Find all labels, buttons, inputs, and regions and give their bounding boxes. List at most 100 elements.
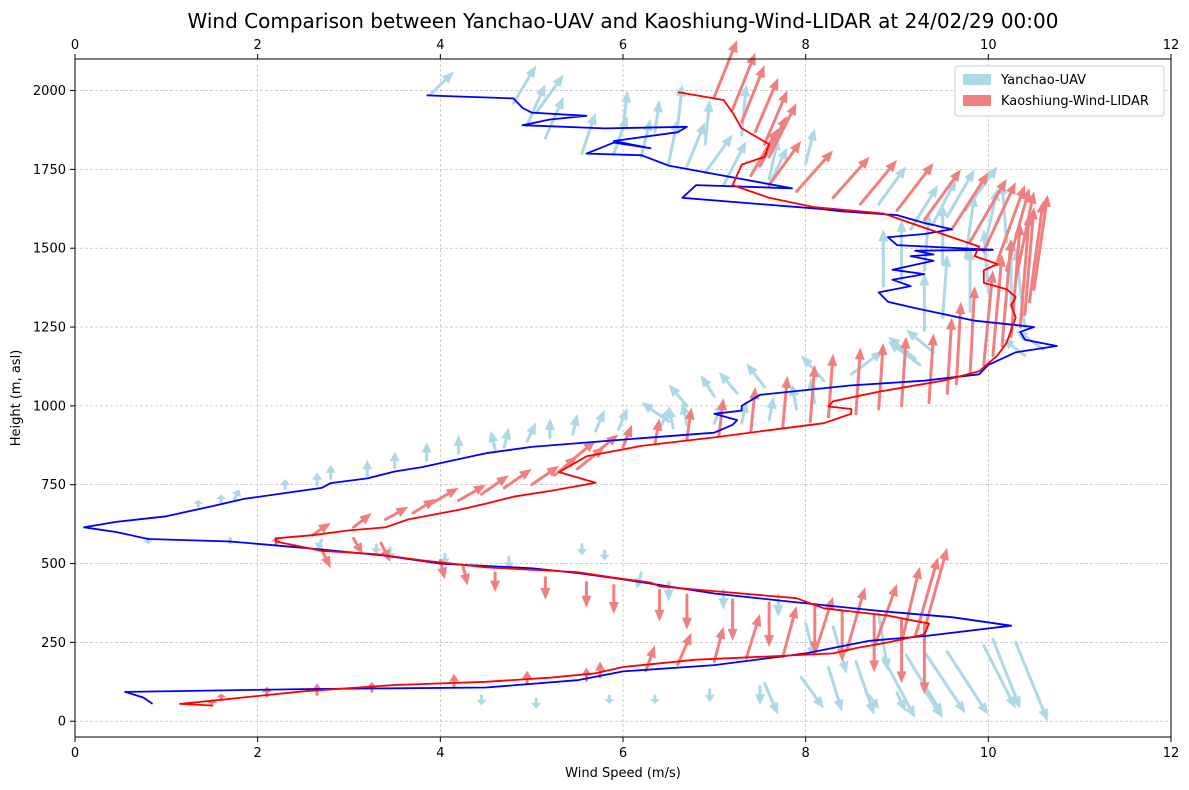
uav-arrow [666,405,676,430]
lidar-arrow-head [473,484,486,496]
uav-arrow-head [389,451,400,462]
lidar-arrow-shaft [753,87,776,134]
lidar-arrow [982,270,997,367]
uav-arrow-head [621,90,632,104]
lidar-arrow-head [652,418,663,432]
lidar-arrow-head [986,270,997,283]
lidar-arrow [781,375,792,428]
uav-arrow [576,543,587,556]
lidar-arrow [895,163,934,212]
uav-arrow [965,248,976,313]
uav-arrow-head [439,558,450,566]
uav-arrow [878,229,889,288]
uav-arrow [721,140,747,187]
lidar-arrow-shaft [502,474,524,490]
lidar-arrow-head [969,286,980,299]
lidar-arrow-shaft [744,623,758,660]
uav-arrow [827,666,844,712]
lidar-arrow-head [995,254,1006,267]
uav-arrow-head [895,166,907,179]
uav-arrow-shaft [767,406,773,422]
uav-arrow-shaft [896,346,922,367]
lidar-arrow-head [395,506,409,517]
uav-arrow-head [965,248,976,261]
lidar-arrow [982,181,1016,253]
lidar-arrow-shaft [594,440,611,455]
uav-arrow-head [663,590,674,602]
uav-arrow-shaft [767,148,778,181]
uav-arrow [534,74,564,115]
lidar-arrow-head [318,522,331,534]
lidar-arrow-head [955,301,966,315]
lidar-arrow-shaft [749,397,756,433]
uav-arrow [488,430,499,451]
lidar-arrow-head [927,333,938,346]
uav-arrow-shaft [1010,343,1027,357]
lidar-arrow [490,571,501,592]
uav-arrow-head [919,273,930,286]
lidar-arrow [1032,194,1051,291]
chart-title: Wind Comparison between Yanchao-UAV and … [188,9,1059,33]
lidar-arrow [522,670,533,685]
uav-arrow [789,383,800,411]
uav-arrow [604,694,615,704]
uav-arrow [668,384,689,408]
lidar-arrow [530,465,560,487]
uav-arrow [389,451,400,469]
lidar-arrow [457,484,486,502]
uav-arrow-shaft [799,675,819,701]
uav-arrow-head [766,396,777,410]
uav-arrow-head [964,169,975,183]
lidar-arrow [429,487,459,506]
uav-arrow-head [838,661,849,674]
uav-arrow [945,650,989,715]
uav-arrow-head [1038,708,1048,722]
uav-arrow-head [569,413,580,427]
lidar-arrow-head [546,465,560,477]
legend: Yanchao-UAV Kaoshiung-Wind-LIDAR [954,65,1165,117]
y-tick-label: 1750 [33,163,66,178]
uav-arrow-head [736,140,747,154]
lidar-arrow [896,618,907,684]
uav-arrow [804,128,817,165]
uav-arrow [312,472,323,487]
uav-arrow-head [986,166,998,179]
lidar-arrow [877,342,888,411]
lidar-arrow-shaft [950,181,984,231]
lidar-arrow-head [919,682,930,695]
uav-arrow [932,178,957,225]
uav-arrow-shaft [525,431,533,443]
x-tick-label-bottom: 10 [980,746,997,761]
lidar-arrow-head [518,468,532,480]
lidar-arrow-head [522,670,533,679]
uav-arrow-shaft [854,659,872,706]
uav-arrow [703,99,714,146]
uav-arrow-head [768,701,779,715]
lidar-arrow-head [460,573,470,586]
uav-arrow [685,122,706,168]
lidar-arrow [950,172,989,231]
lidar-arrow-head [682,632,692,646]
uav-arrow-head [703,99,714,113]
lidar-arrow-head [654,609,665,622]
uav-arrow-head [718,598,729,610]
uav-arrow-head [954,700,966,714]
uav-arrow-head [526,422,537,436]
uav-arrow-head [232,489,242,498]
uav-arrow [700,374,716,398]
uav-arrow-shaft [676,94,683,127]
lidar-arrow-head [788,606,799,620]
lidar-arrow-shaft [968,296,976,376]
uav-arrow-head [695,122,706,136]
x-tick-label-top: 8 [802,38,810,53]
uav-arrow-shaft [571,423,577,436]
lidar-arrow-shaft [767,149,796,187]
legend-swatch-uav [963,74,991,85]
uav-arrow-head [634,577,645,589]
uav-arrow-shaft [877,612,888,661]
uav-arrow [639,118,653,159]
uav-arrow-shaft [913,335,936,354]
lidar-arrow [621,424,633,449]
y-tick-label: 2000 [33,84,66,99]
y-tick-label: 1250 [33,321,66,336]
